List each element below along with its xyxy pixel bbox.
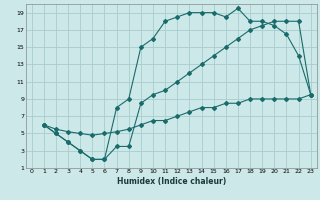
X-axis label: Humidex (Indice chaleur): Humidex (Indice chaleur) (116, 177, 226, 186)
